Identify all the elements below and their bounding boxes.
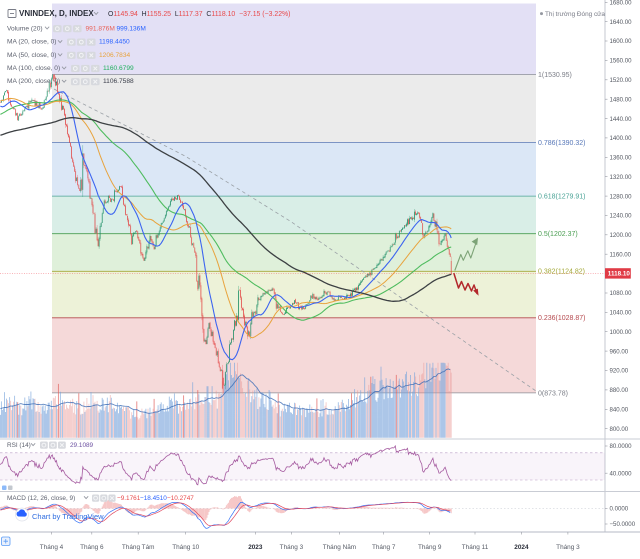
- svg-text:1106.7588: 1106.7588: [103, 78, 134, 85]
- svg-text:0.236(1028.87): 0.236(1028.87): [538, 315, 585, 322]
- svg-text:MA (100, close, 0): MA (100, close, 0): [7, 65, 60, 72]
- svg-text:1206.7834: 1206.7834: [99, 52, 131, 59]
- svg-text:40.0000: 40.0000: [610, 470, 633, 477]
- svg-text:1000.00: 1000.00: [610, 329, 633, 336]
- svg-text:1320.00: 1320.00: [610, 174, 633, 181]
- svg-text:MA (20, close, 0): MA (20, close, 0): [7, 39, 56, 46]
- svg-text:1(1530.95): 1(1530.95): [538, 72, 572, 79]
- svg-text:MACD (12, 26, close, 9): MACD (12, 26, close, 9): [7, 495, 75, 502]
- svg-text:1560.00: 1560.00: [610, 58, 633, 65]
- svg-text:840.00: 840.00: [610, 407, 629, 414]
- svg-text:O1145.94 H1155.25 L1117.37: O1145.94 H1155.25 L1117.37 C1118.10 −37.…: [108, 11, 290, 18]
- svg-text:VNINDEX, D, INDEX: VNINDEX, D, INDEX: [19, 9, 94, 18]
- svg-text:Tháng 7: Tháng 7: [372, 544, 396, 551]
- svg-text:1400.00: 1400.00: [610, 135, 633, 142]
- svg-text:0.786(1390.32): 0.786(1390.32): [538, 140, 585, 147]
- svg-text:−10.2747: −10.2747: [167, 495, 194, 502]
- svg-text:1080.00: 1080.00: [610, 290, 633, 297]
- svg-text:0.5(1202.37): 0.5(1202.37): [538, 231, 578, 238]
- svg-text:0.382(1124.82): 0.382(1124.82): [538, 269, 585, 276]
- svg-text:960.00: 960.00: [610, 348, 629, 355]
- svg-text:MA (200, close, 0): MA (200, close, 0): [7, 78, 60, 85]
- svg-text:Tháng 11: Tháng 11: [462, 544, 489, 551]
- svg-text:2023: 2023: [248, 544, 263, 551]
- svg-text:991.876M: 991.876M: [86, 25, 115, 32]
- svg-text:MA (50, close, 0): MA (50, close, 0): [7, 52, 56, 59]
- svg-text:920.00: 920.00: [610, 368, 629, 375]
- svg-text:0(873.78): 0(873.78): [538, 390, 568, 397]
- svg-text:1118.10: 1118.10: [608, 271, 631, 278]
- svg-text:0.618(1279.91): 0.618(1279.91): [538, 194, 585, 201]
- svg-text:Tháng 4: Tháng 4: [40, 544, 64, 551]
- svg-text:80.0000: 80.0000: [610, 443, 633, 450]
- svg-text:800.00: 800.00: [610, 426, 629, 433]
- svg-text:29.1089: 29.1089: [70, 442, 94, 449]
- svg-text:0.0000: 0.0000: [610, 506, 629, 513]
- svg-text:1360.00: 1360.00: [610, 155, 633, 162]
- svg-text:Volume (20): Volume (20): [7, 25, 43, 32]
- svg-text:880.00: 880.00: [610, 387, 629, 394]
- svg-text:2024: 2024: [514, 544, 529, 551]
- svg-text:1600.00: 1600.00: [610, 38, 633, 45]
- svg-text:1480.00: 1480.00: [610, 96, 633, 103]
- svg-text:1680.00: 1680.00: [610, 0, 633, 7]
- svg-text:−18.4510: −18.4510: [140, 495, 167, 502]
- svg-text:1520.00: 1520.00: [610, 77, 633, 84]
- svg-text:1440.00: 1440.00: [610, 116, 633, 123]
- svg-text:1160.6799: 1160.6799: [103, 65, 134, 72]
- svg-text:Tháng 9: Tháng 9: [418, 544, 442, 551]
- svg-text:Tháng 6: Tháng 6: [80, 544, 104, 551]
- svg-text:1280.00: 1280.00: [610, 193, 633, 200]
- svg-text:Thị trường Đóng cửa: Thị trường Đóng cửa: [545, 10, 605, 18]
- svg-text:Tháng Năm: Tháng Năm: [323, 544, 356, 551]
- svg-text:−50.0000: −50.0000: [610, 521, 636, 528]
- svg-text:1240.00: 1240.00: [610, 213, 633, 220]
- svg-text:1198.4450: 1198.4450: [99, 39, 130, 46]
- svg-text:RSI (14): RSI (14): [7, 442, 31, 449]
- svg-text:1200.00: 1200.00: [610, 232, 633, 239]
- svg-text:Tháng 3: Tháng 3: [556, 544, 580, 551]
- svg-text:Tháng 10: Tháng 10: [172, 544, 199, 551]
- svg-text:1040.00: 1040.00: [610, 310, 633, 317]
- svg-text:1640.00: 1640.00: [610, 19, 633, 26]
- svg-text:Chart by TradingView: Chart by TradingView: [32, 512, 104, 521]
- svg-text:Tháng 3: Tháng 3: [280, 544, 304, 551]
- svg-text:999.136M: 999.136M: [117, 25, 146, 32]
- svg-text:−9.1761: −9.1761: [117, 495, 141, 502]
- svg-text:Tháng Tám: Tháng Tám: [122, 544, 155, 551]
- svg-text:1160.00: 1160.00: [610, 251, 632, 258]
